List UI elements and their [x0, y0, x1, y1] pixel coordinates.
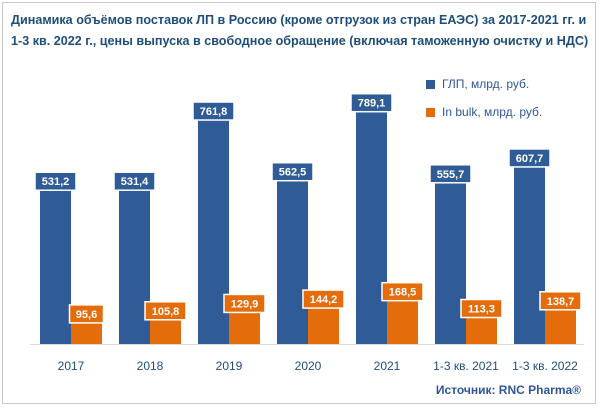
data-label-box-glp-2 — [192, 101, 235, 121]
x-tick-label-4: 2021 — [374, 359, 401, 373]
data-label-box-glp-4 — [350, 92, 393, 113]
data-label-bulk-5: 113,3 — [468, 304, 495, 316]
data-label-bulk-1: 105,8 — [152, 306, 180, 318]
data-label-box-glp-3 — [271, 161, 314, 182]
data-label-glp-6: 607,7 — [516, 153, 544, 165]
x-tick-label-0: 2017 — [58, 359, 85, 373]
x-tick-label-1: 2018 — [137, 359, 164, 373]
legend-item-series-2: In bulk, млрд. руб. — [426, 105, 542, 119]
x-tick-label-3: 2020 — [295, 359, 322, 373]
data-label-box-bulk-1 — [144, 301, 187, 321]
data-label-glp-4: 789,1 — [358, 98, 386, 110]
chart-title: Динамика объёмов поставок ЛП в Россию (к… — [11, 13, 589, 48]
data-label-box-bulk-2 — [223, 293, 266, 314]
legend-item-series-1: ГЛП, млрд. руб. — [426, 77, 542, 91]
data-label-glp-0: 531,2 — [42, 176, 70, 188]
data-label-bulk-2: 129,9 — [231, 298, 259, 310]
data-label-glp-2: 761,8 — [200, 106, 228, 118]
data-label-bulk-3: 144,2 — [310, 294, 338, 306]
data-label-box-bulk-4 — [381, 281, 424, 302]
data-label-box-glp-5 — [429, 164, 472, 184]
data-label-box-glp-0 — [34, 171, 77, 191]
data-label-glp-3: 562,5 — [279, 167, 307, 179]
data-label-bulk-0: 95,6 — [76, 309, 97, 321]
data-label-glp-5: 555,7 — [437, 169, 465, 181]
bar-glp-3 — [277, 172, 308, 344]
data-label-bulk-4: 168,5 — [389, 287, 417, 299]
legend-label-series-1: ГЛП, млрд. руб. — [442, 77, 530, 91]
bar-glp-6 — [514, 158, 545, 344]
data-label-box-bulk-6 — [539, 291, 582, 311]
data-label-box-bulk-0 — [68, 304, 105, 324]
data-label-box-bulk-5 — [460, 298, 503, 319]
legend-swatch-series-2 — [426, 107, 435, 117]
data-label-box-glp-6 — [508, 148, 551, 168]
legend-label-series-2: In bulk, млрд. руб. — [442, 105, 543, 119]
data-label-bulk-6: 138,7 — [547, 296, 575, 308]
chart-legend: ГЛП, млрд. руб. In bulk, млрд. руб. — [426, 77, 542, 133]
bar-glp-0 — [40, 182, 71, 344]
source-note: Источник: RNC Pharma® — [435, 383, 581, 397]
legend-swatch-series-1 — [426, 79, 435, 89]
bar-glp-5 — [435, 174, 466, 344]
x-tick-label-2: 2019 — [216, 359, 243, 373]
x-tick-label-5: 1-3 кв. 2021 — [433, 359, 499, 373]
data-label-box-glp-1 — [113, 171, 156, 191]
bar-glp-4 — [356, 103, 387, 344]
x-tick-label-6: 1-3 кв. 2022 — [512, 359, 578, 373]
data-label-glp-1: 531,4 — [121, 176, 149, 188]
data-label-box-bulk-3 — [302, 289, 345, 309]
